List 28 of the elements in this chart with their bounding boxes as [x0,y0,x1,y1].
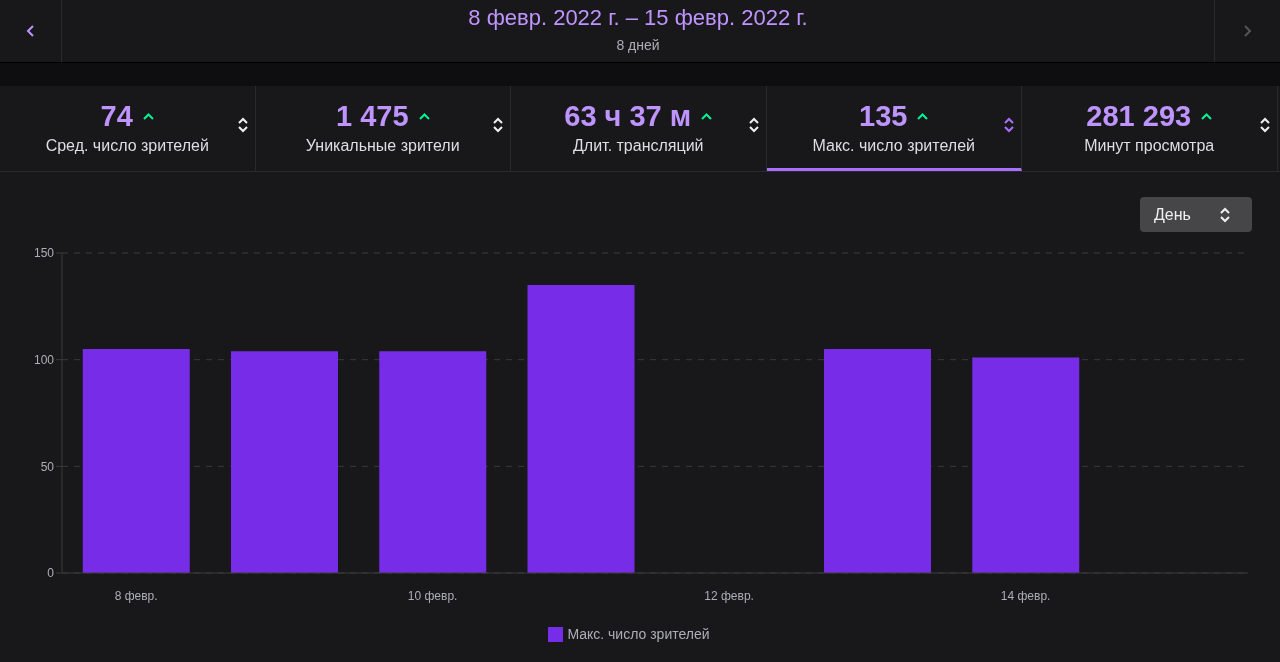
text: 63 ч 37 м [564,100,692,133]
bar [379,351,487,573]
text: Минут просмотра [1083,137,1216,155]
y-tick-label: 100 [33,352,55,367]
text: 135 [859,100,908,133]
bar [231,351,339,573]
text: Длит. трансляций [571,137,705,155]
bar [527,285,635,573]
bar [82,349,190,573]
text: Макс. число зрителей [811,137,976,155]
text: День [1154,205,1191,224]
bar [972,357,1080,573]
text: 74 [100,100,133,133]
chart-title: 8 февр. 2022 г. – 15 февр. 2022 г. [467,5,809,31]
x-tick-label: 8 февр. [114,588,158,603]
text: Уникальные зрители [304,137,461,155]
x-tick-label: 14 февр. [1000,588,1051,603]
y-tick-label: 0 [47,566,55,581]
text: 1 475 [335,100,409,133]
legend-label: Макс. число зрителей [567,626,710,642]
chart-subtitle: 8 дней [615,37,661,53]
text: Сред. число зрителей [44,137,210,155]
x-tick-label: 10 февр. [407,588,458,603]
text: 281 293 [1086,100,1192,133]
x-tick-label: 12 февр. [704,588,754,603]
y-tick-label: 50 [40,459,55,474]
bar [824,349,932,573]
y-tick-label: 150 [33,246,55,261]
